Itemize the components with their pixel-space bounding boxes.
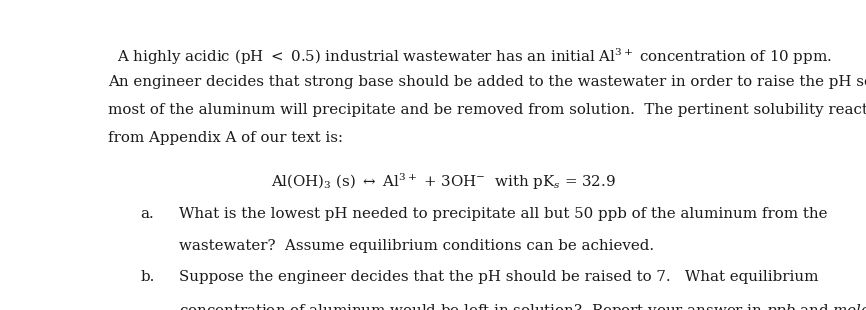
- Text: most of the aluminum will precipitate and be removed from solution.  The pertine: most of the aluminum will precipitate an…: [108, 103, 866, 117]
- Text: Suppose the engineer decides that the pH should be raised to 7.   What equilibri: Suppose the engineer decides that the pH…: [178, 270, 818, 284]
- Text: from Appendix A of our text is:: from Appendix A of our text is:: [108, 131, 343, 145]
- Text: a.: a.: [140, 207, 154, 221]
- Text: b.: b.: [140, 270, 155, 284]
- Text: A highly acidic (pH $<$ 0.5) industrial wastewater has an initial Al$^{3+}$ conc: A highly acidic (pH $<$ 0.5) industrial …: [117, 47, 831, 67]
- Text: wastewater?  Assume equilibrium conditions can be achieved.: wastewater? Assume equilibrium condition…: [178, 239, 654, 253]
- Text: What is the lowest pH needed to precipitate all but 50 ppb of the aluminum from : What is the lowest pH needed to precipit…: [178, 207, 827, 221]
- Text: Al(OH)$_3$ (s) $\leftrightarrow$ Al$^{3+}$ + 3OH$^{-}$  with pK$_s$ = 32.9: Al(OH)$_3$ (s) $\leftrightarrow$ Al$^{3+…: [271, 172, 617, 193]
- Text: concentration of aluminum would be left in solution?  Report your answer in $\ma: concentration of aluminum would be left …: [178, 302, 866, 310]
- Text: An engineer decides that strong base should be added to the wastewater in order : An engineer decides that strong base sho…: [108, 75, 866, 89]
